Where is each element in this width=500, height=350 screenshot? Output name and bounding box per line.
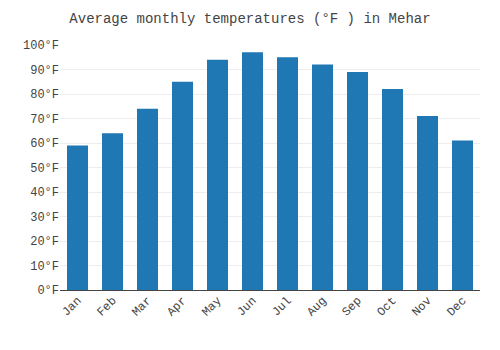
svg-text:50°F: 50°F [30,162,59,176]
svg-text:10°F: 10°F [30,260,59,274]
svg-text:Jul: Jul [269,294,294,319]
svg-text:100°F: 100°F [23,39,59,53]
svg-text:70°F: 70°F [30,113,59,127]
svg-text:May: May [199,294,224,319]
svg-text:Oct: Oct [374,294,399,319]
svg-text:Mar: Mar [129,294,154,319]
svg-text:Jun: Jun [234,294,259,319]
svg-text:Sep: Sep [339,294,364,319]
svg-text:Nov: Nov [409,294,434,319]
svg-text:Average monthly temperatures (: Average monthly temperatures (°F ) in Me… [69,11,430,27]
svg-text:Aug: Aug [304,294,329,319]
svg-text:Dec: Dec [444,294,469,319]
svg-text:90°F: 90°F [30,64,59,78]
svg-text:Jan: Jan [59,294,84,319]
svg-text:Apr: Apr [164,294,189,319]
svg-text:40°F: 40°F [30,186,59,200]
svg-text:60°F: 60°F [30,137,59,151]
svg-text:Feb: Feb [94,294,119,319]
svg-text:0°F: 0°F [37,284,59,298]
svg-text:30°F: 30°F [30,211,59,225]
svg-text:20°F: 20°F [30,235,59,249]
svg-text:80°F: 80°F [30,88,59,102]
